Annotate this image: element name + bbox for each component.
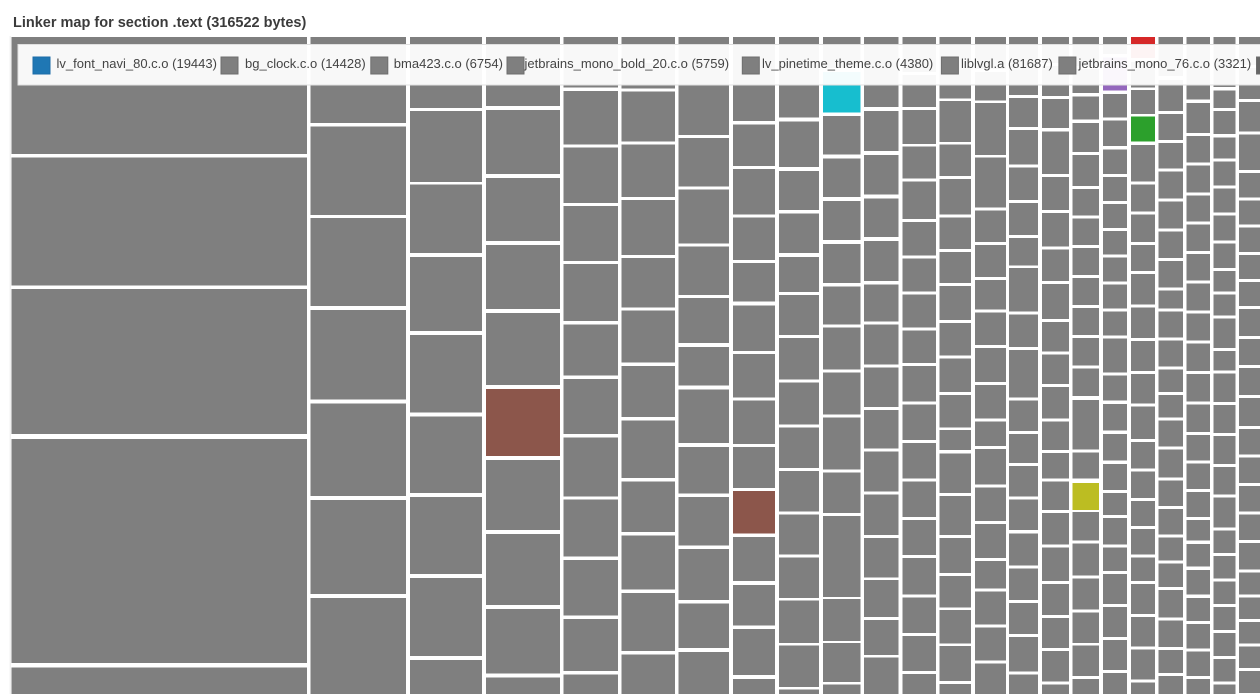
- svg-text:bg_clock.c.o (14428): bg_clock.c.o (14428): [245, 56, 366, 71]
- svg-text:lv_pinetime_theme.c.o (4380): lv_pinetime_theme.c.o (4380): [762, 56, 933, 71]
- svg-text:bma423.c.o (6754): bma423.c.o (6754): [394, 56, 503, 71]
- svg-text:lv_font_navi_80.c.o (19443): lv_font_navi_80.c.o (19443): [57, 56, 217, 71]
- svg-text:liblvgl.a (81687): liblvgl.a (81687): [961, 56, 1053, 71]
- svg-text:jetbrains_mono_76.c.o (3321): jetbrains_mono_76.c.o (3321): [1078, 56, 1252, 71]
- svg-text:jetbrains_mono_bold_20.c.o (57: jetbrains_mono_bold_20.c.o (5759): [524, 56, 730, 71]
